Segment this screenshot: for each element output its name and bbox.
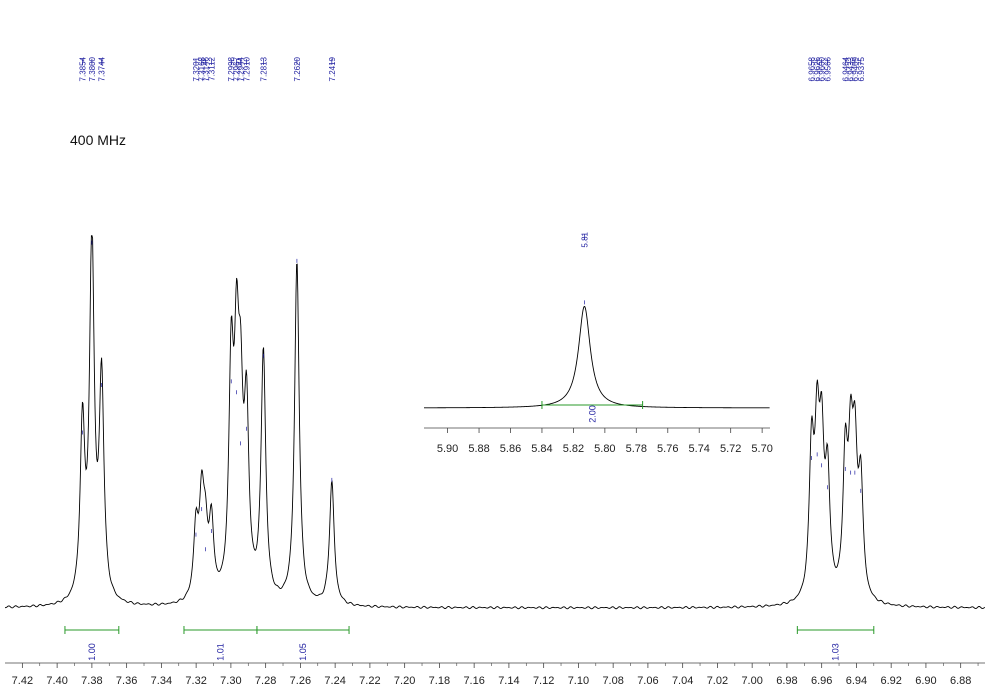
main-tick-label: 7.38 [81, 675, 102, 687]
main-integral-label: 1.01 [215, 643, 225, 661]
main-tick-label: 7.40 [46, 675, 67, 687]
inset-spectrum-trace [424, 305, 770, 409]
main-peak-label: 7.2813 [259, 56, 268, 81]
inset-tick-label: 5.78 [626, 443, 647, 455]
main-tick-label: 7.18 [429, 675, 450, 687]
main-tick-label: 7.10 [568, 675, 589, 687]
main-peak-label: 6.9658 [808, 56, 817, 81]
inset-trace-line [424, 305, 770, 409]
main-tick-label: 7.36 [116, 675, 137, 687]
main-tick-label: 7.34 [151, 675, 172, 687]
main-peak-label: 6.9566 [824, 56, 833, 81]
inset-tick-label: 5.70 [751, 443, 772, 455]
main-integral-label: 1.05 [298, 643, 308, 661]
main-tick-label: 7.22 [359, 675, 380, 687]
main-peak-label: 7.2620 [293, 56, 302, 81]
main-tick-label: 7.26 [290, 675, 311, 687]
inset-tick-label: 5.82 [563, 443, 584, 455]
main-peak-label: 7.3146 [202, 56, 211, 81]
main-peak-label: 6.9433 [847, 56, 856, 81]
inset-integral-label: 2.00 [587, 405, 597, 423]
main-peak-label: 7.2998 [227, 56, 236, 81]
main-spectrum-trace [4, 235, 986, 610]
inset-tick-label: 5.76 [657, 443, 678, 455]
main-x-axis: 7.42 7.40 7.38 7.36 7.34 7.32 7.30 7.28 7.26 7.24… [5, 662, 985, 687]
spectrometer-frequency-label: 400 MHz [70, 132, 127, 148]
main-tick-label: 7.28 [255, 675, 276, 687]
inset-tick-label: 5.74 [689, 443, 710, 455]
main-tick-label: 7.30 [220, 675, 241, 687]
main-integral-label: 1.03 [831, 643, 841, 661]
main-peak-label: 6.9464 [841, 56, 850, 81]
main-peak-label: 7.3800 [88, 56, 97, 81]
main-peak-label: 7.3112 [207, 56, 216, 80]
main-peak-label: 6.9600 [818, 56, 827, 81]
inset-peak-label: 5.81 [580, 231, 589, 247]
main-tick-label: 6.90 [915, 675, 936, 687]
main-tick-label: 7.16 [463, 675, 484, 687]
main-peak-label: 7.3744 [98, 56, 107, 81]
main-tick-label: 7.20 [394, 675, 415, 687]
main-tick-label: 7.00 [741, 675, 762, 687]
main-tick-label: 6.94 [846, 675, 867, 687]
main-peak-label: 7.3854 [78, 56, 87, 81]
main-tick-label: 7.32 [185, 675, 206, 687]
main-peak-label: 7.2910 [243, 56, 252, 81]
main-peak-labels: 7.3854 7.3800 7.3744 7.32017.31687.31467.31… [78, 56, 866, 552]
inset-tick-label: 5.84 [531, 443, 552, 455]
main-tick-label: 7.08 [602, 675, 623, 687]
main-trace-line [4, 235, 986, 610]
main-peak-label: 6.9409 [851, 56, 860, 81]
main-tick-label: 7.04 [672, 675, 693, 687]
main-tick-label: 6.88 [950, 675, 971, 687]
main-peak-label: 6.9375 [857, 56, 866, 81]
inset-tick-label: 5.72 [720, 443, 741, 455]
inset-integrals: 2.00 [541, 401, 644, 423]
main-tick-label: 6.92 [880, 675, 901, 687]
main-integral-label: 1.00 [87, 643, 97, 661]
main-peak-label: 6.9626 [813, 56, 822, 81]
main-peak-label: 7.3201 [192, 56, 201, 81]
main-tick-label: 7.24 [324, 675, 345, 687]
main-tick-label: 7.02 [707, 675, 728, 687]
main-peak-label: 7.2967 [233, 56, 242, 81]
inset-peak-labels: 5.81 [580, 231, 589, 305]
inset-tick-label: 5.80 [594, 443, 615, 455]
main-peak-label: 7.2944 [237, 56, 246, 81]
main-tick-label: 6.98 [776, 675, 797, 687]
main-tick-label: 7.14 [498, 675, 519, 687]
main-peak-label: 7.2419 [328, 56, 337, 81]
main-tick-label: 7.12 [533, 675, 554, 687]
main-tick-label: 6.96 [811, 675, 832, 687]
main-tick-label: 7.06 [637, 675, 658, 687]
inset-x-axis: 5.90 5.88 5.86 5.84 5.82 5.80 5.78 5.76 5.74 5.72… [424, 427, 773, 455]
main-peak-label: 7.3168 [198, 56, 207, 81]
main-tick-label: 7.42 [12, 675, 33, 687]
inset-tick-label: 5.88 [468, 443, 489, 455]
inset-tick-label: 5.90 [437, 443, 458, 455]
inset-tick-label: 5.86 [500, 443, 521, 455]
main-integrals: 1.00 1.01 1.05 1.03 [64, 626, 875, 661]
